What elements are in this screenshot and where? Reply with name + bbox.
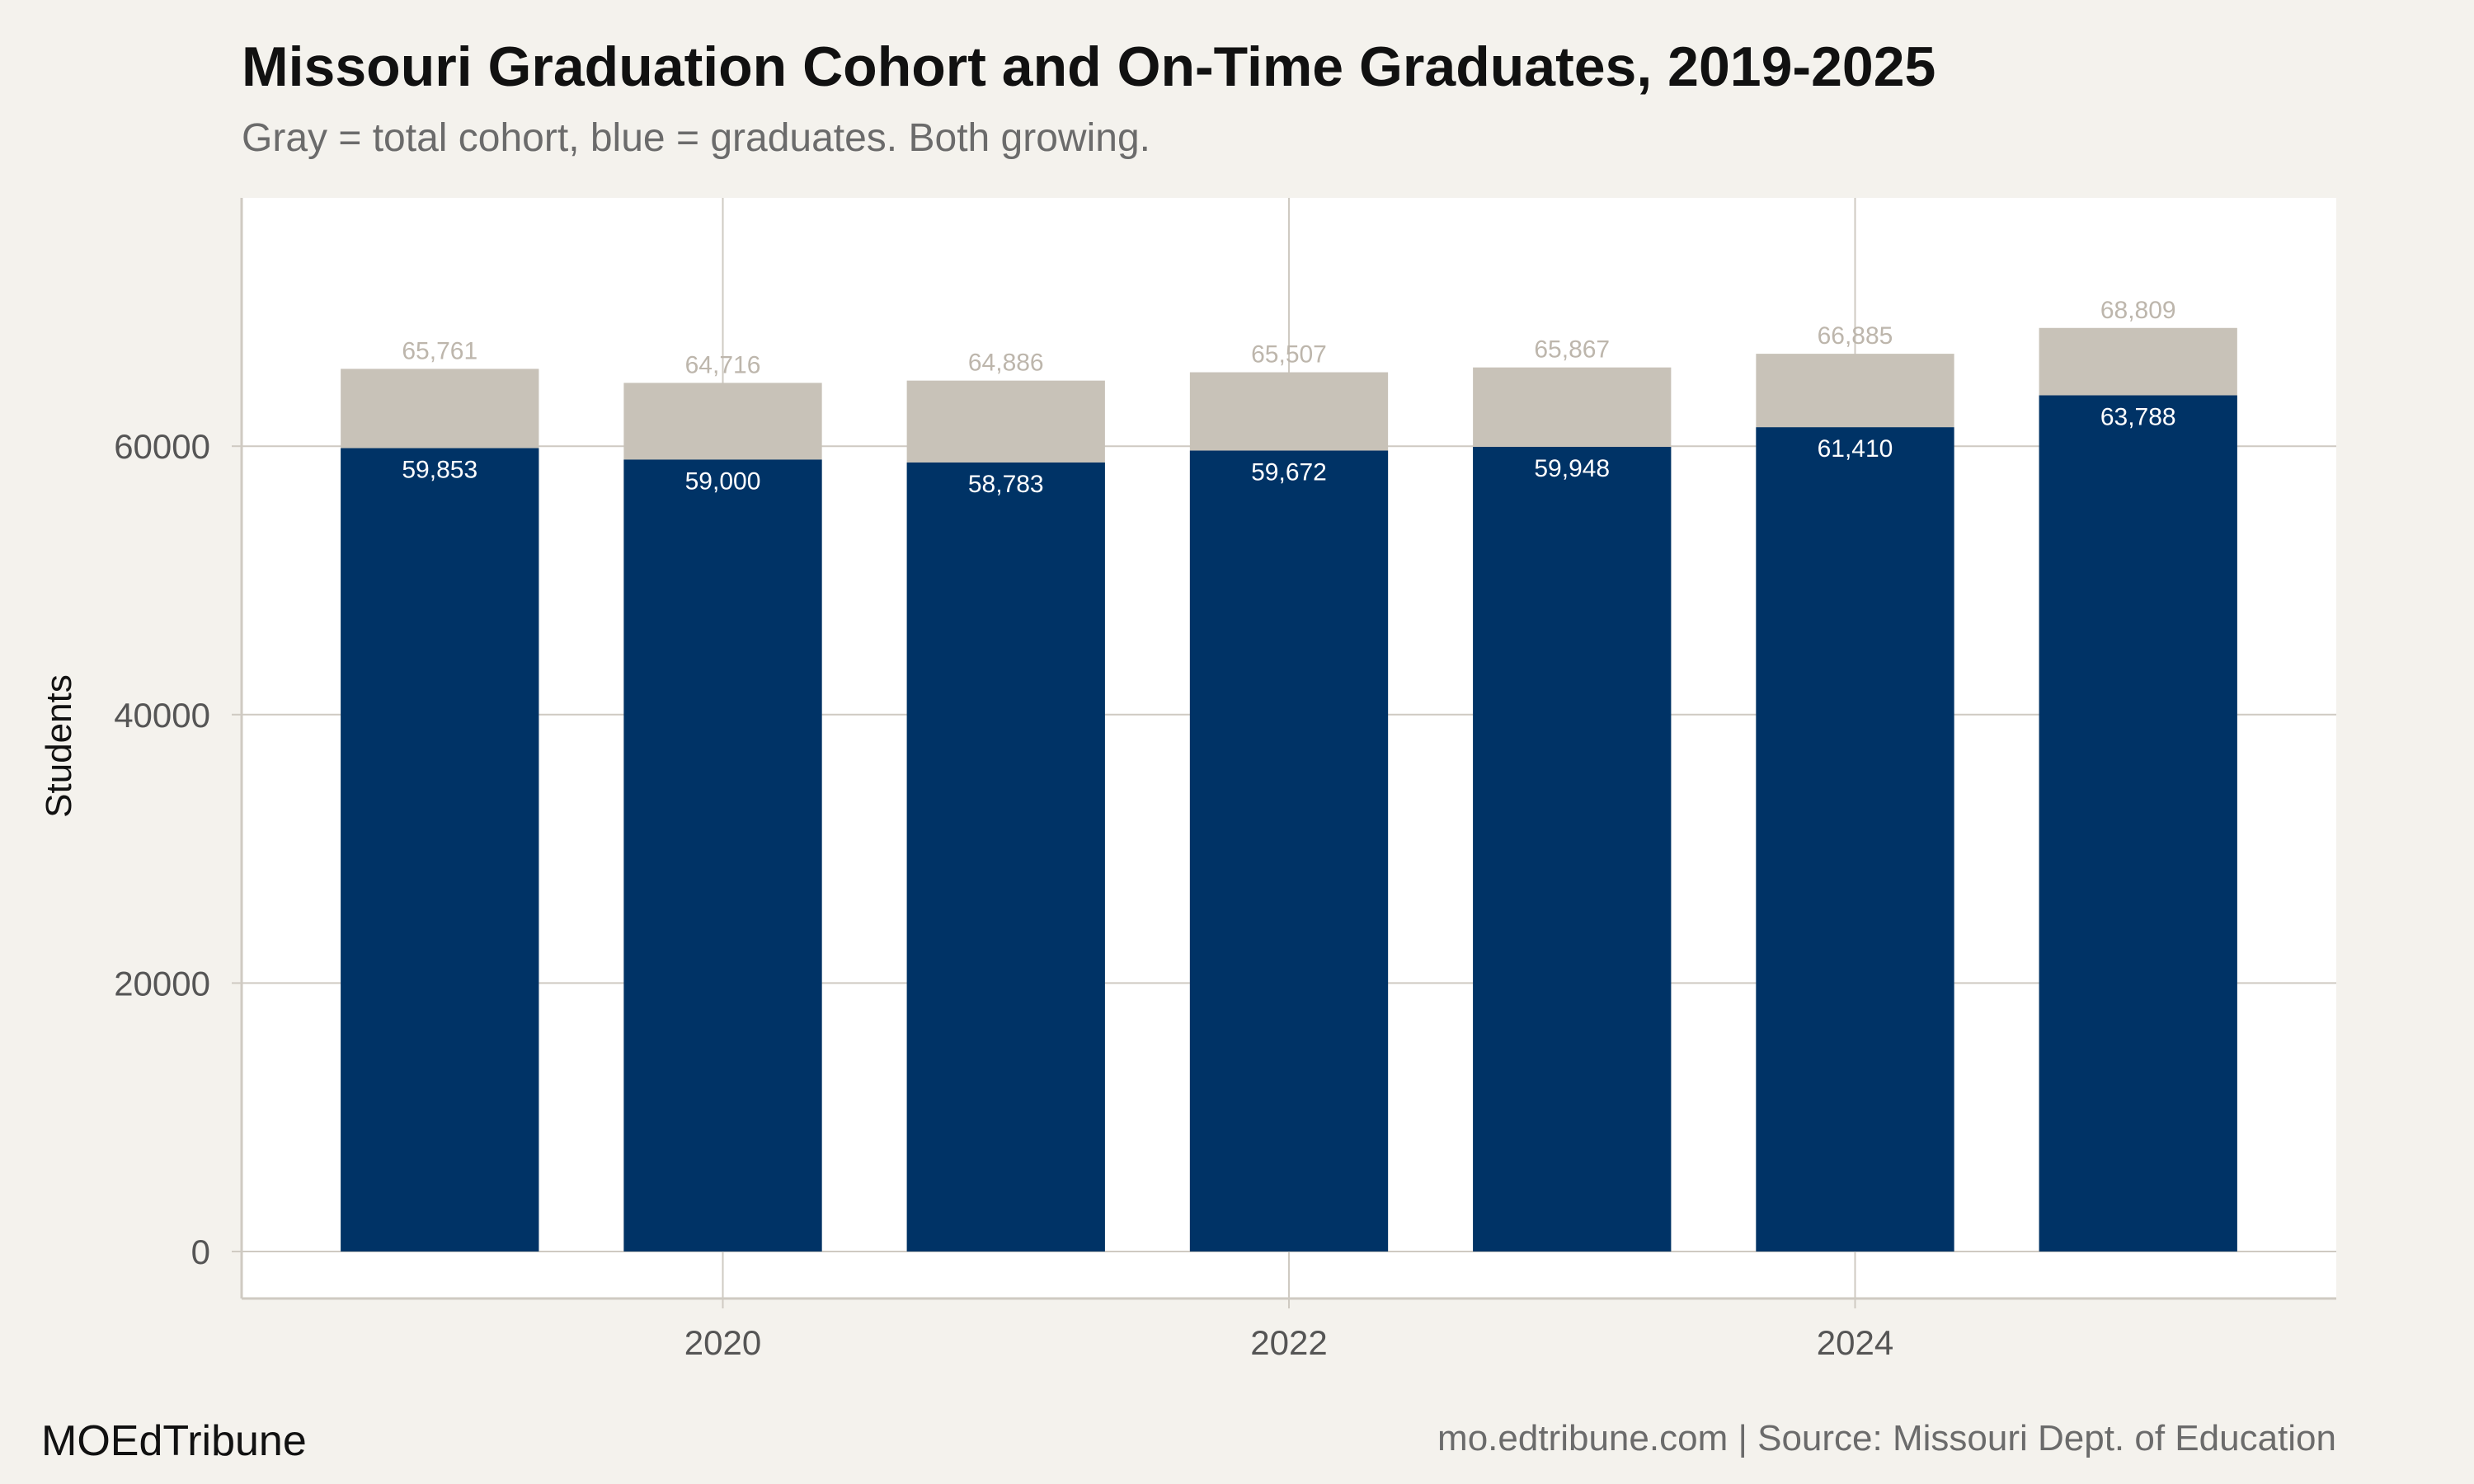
- graduates-value-label: 59,948: [1534, 455, 1610, 482]
- x-tick-label: 2024: [1817, 1323, 1893, 1362]
- cohort-value-label: 66,885: [1818, 322, 1893, 350]
- cohort-value-label: 65,867: [1534, 336, 1610, 364]
- graduates-bar: [341, 448, 539, 1252]
- cohort-value-label: 64,886: [968, 350, 1044, 377]
- graduates-value-label: 58,783: [968, 471, 1044, 498]
- graduates-value-label: 59,672: [1251, 459, 1327, 486]
- y-tick-label: 60000: [114, 427, 210, 466]
- cohort-value-label: 65,507: [1251, 341, 1327, 369]
- source-credit: mo.edtribune.com | Source: Missouri Dept…: [1437, 1418, 2336, 1458]
- chart-subtitle: Gray = total cohort, blue = graduates. B…: [242, 116, 1150, 160]
- y-tick-label: 0: [191, 1233, 210, 1271]
- y-tick-label: 20000: [114, 964, 210, 1003]
- chart-title: Missouri Graduation Cohort and On-Time G…: [242, 35, 1936, 98]
- x-tick-label: 2020: [684, 1323, 761, 1362]
- graduates-bar: [1189, 450, 1389, 1252]
- graduates-bar: [2039, 395, 2237, 1252]
- cohort-value-label: 65,761: [402, 337, 477, 364]
- graduates-bar: [906, 463, 1105, 1252]
- brand-logo-text: MOEdTribune: [41, 1417, 307, 1465]
- graduates-value-label: 61,410: [1818, 435, 1893, 463]
- graduates-value-label: 59,853: [402, 457, 477, 484]
- cohort-value-label: 68,809: [2100, 297, 2176, 324]
- x-tick-label: 2022: [1250, 1323, 1327, 1362]
- graduates-bar: [623, 459, 822, 1252]
- graduates-bar: [1473, 447, 1672, 1252]
- graduates-value-label: 59,000: [685, 467, 761, 495]
- y-tick-label: 40000: [114, 696, 210, 735]
- cohort-value-label: 64,716: [685, 351, 761, 378]
- graduates-value-label: 63,788: [2100, 404, 2176, 431]
- graduates-bar: [1756, 427, 1954, 1252]
